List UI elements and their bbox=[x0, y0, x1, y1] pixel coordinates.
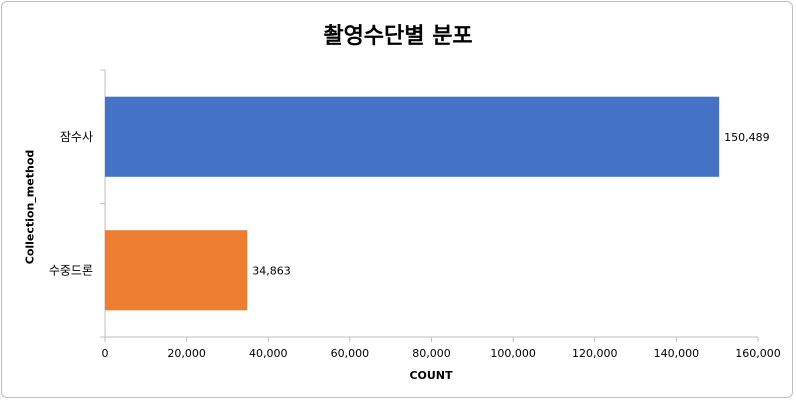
bar bbox=[105, 230, 248, 311]
x-tick-label: 60,000 bbox=[331, 347, 370, 360]
category-label: 잠수사 bbox=[60, 130, 93, 144]
x-tick-label: 160,000 bbox=[735, 347, 781, 360]
x-tick-label: 20,000 bbox=[167, 347, 206, 360]
x-tick-label: 80,000 bbox=[412, 347, 451, 360]
chart-title: 촬영수단별 분포 bbox=[323, 24, 473, 49]
x-tick-label: 140,000 bbox=[654, 347, 700, 360]
x-axis-label: COUNT bbox=[409, 369, 453, 382]
bar bbox=[105, 96, 720, 177]
data-label: 34,863 bbox=[252, 264, 290, 277]
data-label: 150,489 bbox=[724, 131, 770, 144]
x-tick-label: 100,000 bbox=[490, 347, 536, 360]
x-tick-label: 40,000 bbox=[249, 347, 288, 360]
x-tick-label: 120,000 bbox=[572, 347, 618, 360]
category-label: 수중드론 bbox=[49, 263, 93, 277]
x-tick-label: 0 bbox=[102, 347, 109, 360]
